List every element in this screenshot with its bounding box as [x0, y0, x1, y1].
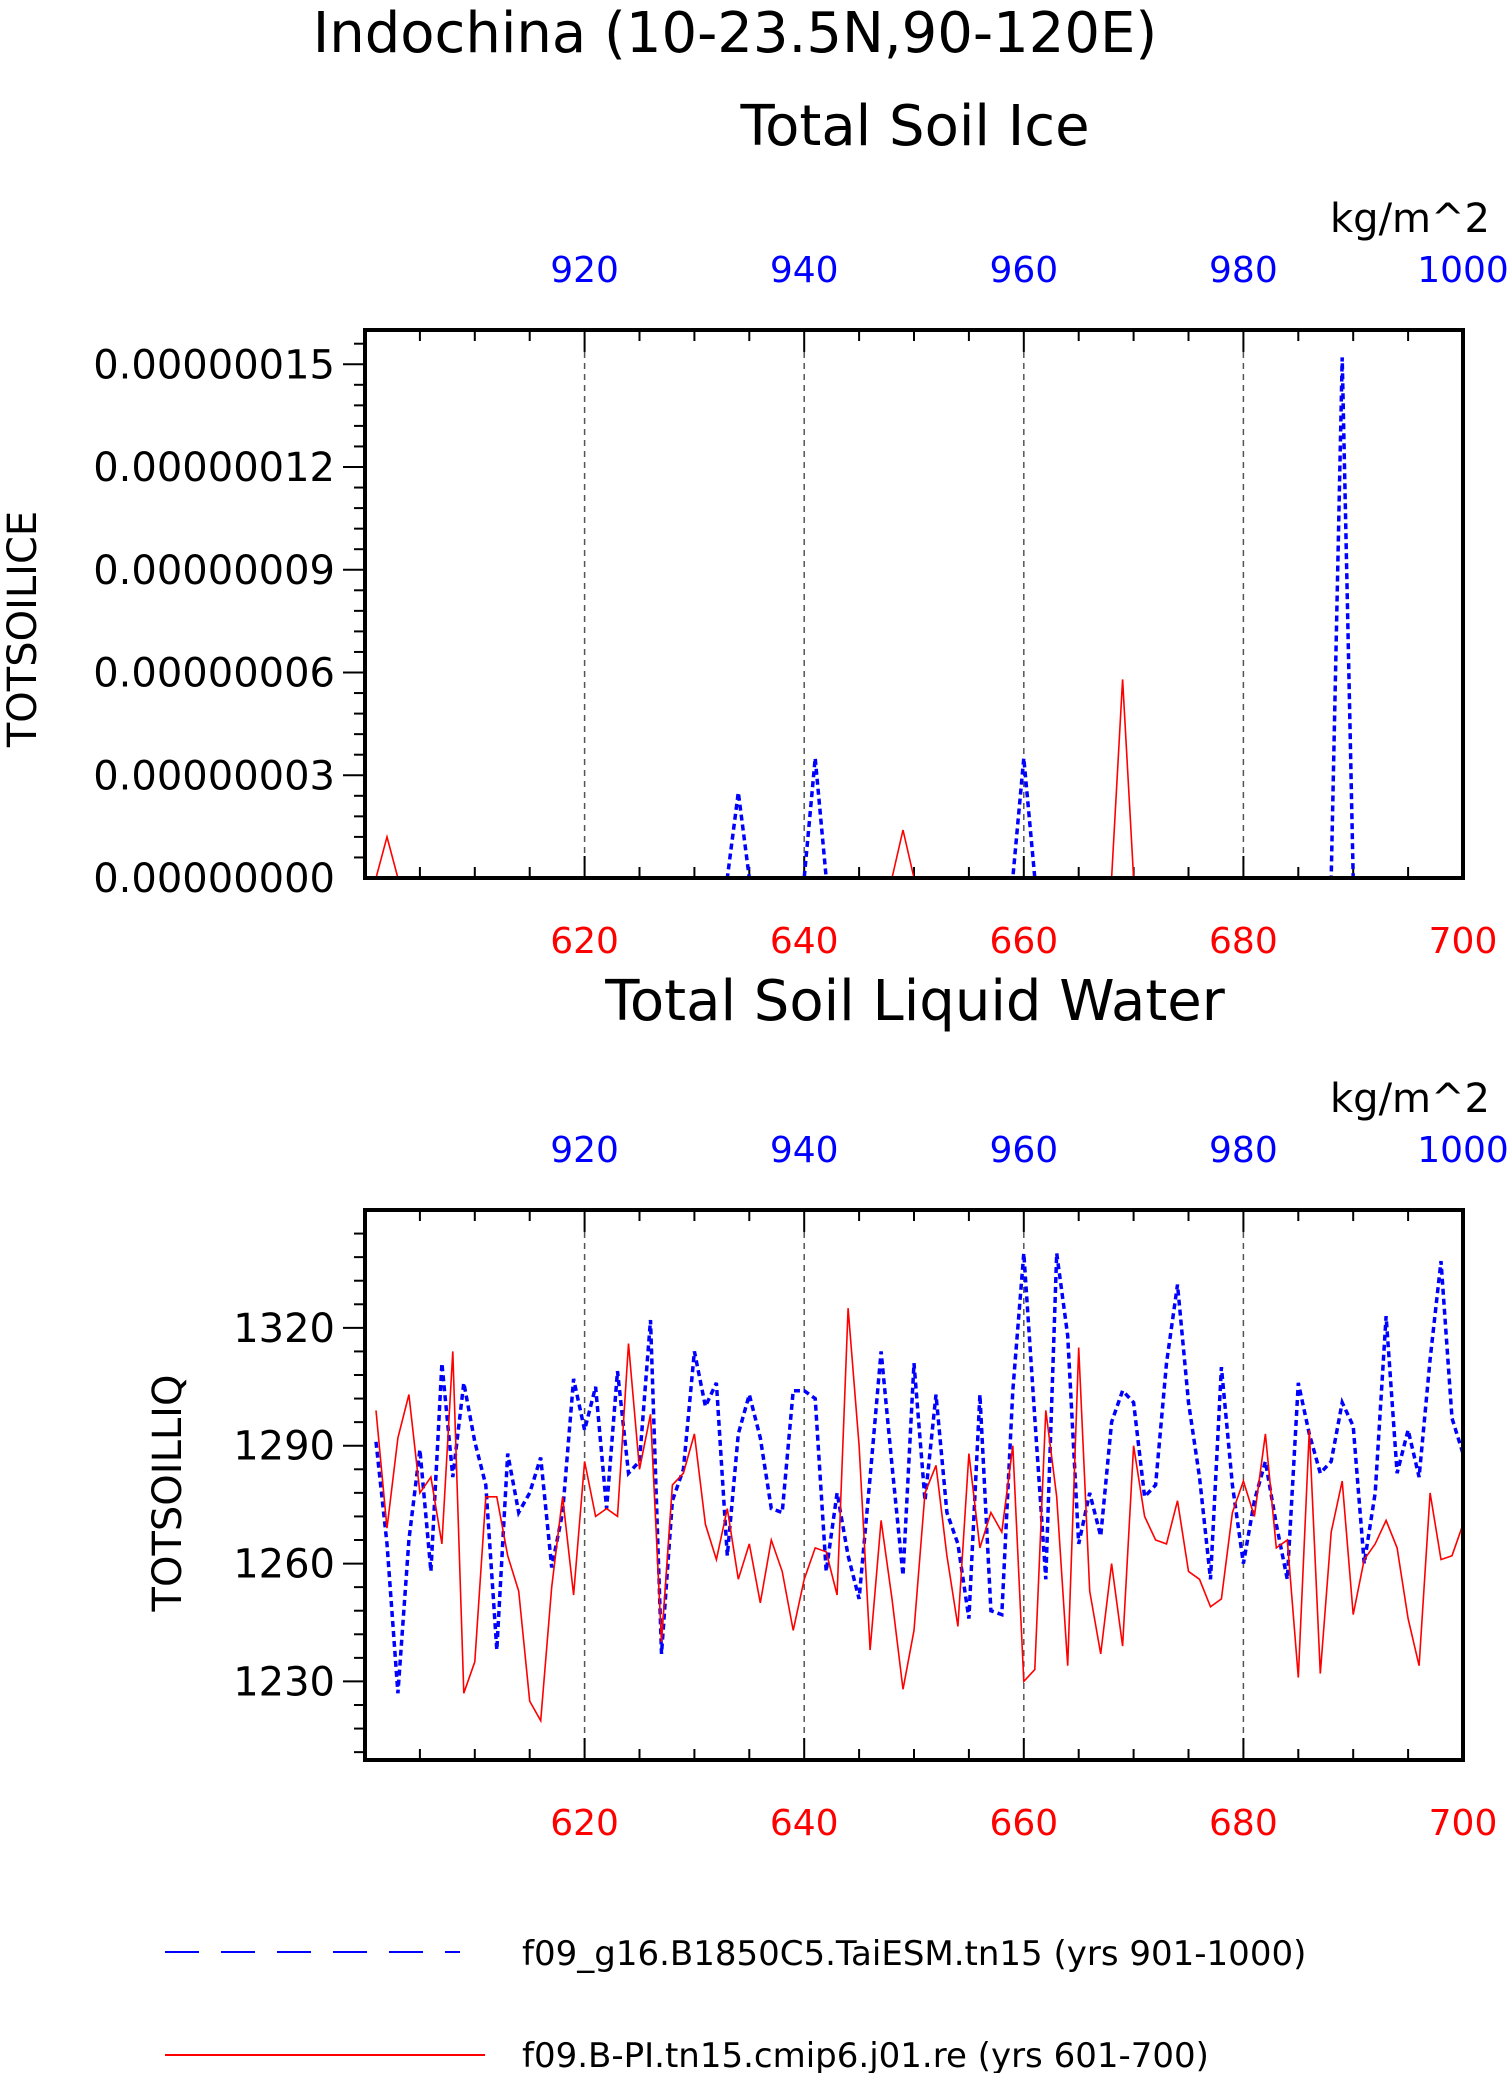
x-top-tick-label: 940 — [770, 250, 839, 291]
y-tick-label: 1320 — [233, 1306, 335, 1352]
x-bottom-tick-label: 680 — [1209, 1803, 1278, 1844]
x-bottom-tick-label: 680 — [1209, 921, 1278, 962]
soil-ice-title: Total Soil Ice — [739, 94, 1089, 159]
x-top-tick-label: 980 — [1209, 1130, 1278, 1171]
x-top-tick-label: 960 — [989, 250, 1058, 291]
series-line-blue — [376, 357, 1463, 880]
x-top-tick-label: 920 — [550, 250, 619, 291]
x-bottom-tick-label: 660 — [989, 1803, 1058, 1844]
x-bottom-tick-label: 620 — [550, 921, 619, 962]
x-bottom-tick-label: 660 — [989, 921, 1058, 962]
y-tick-label: 1290 — [233, 1424, 335, 1470]
soil-ice-panel: Total Soil Ice kg/m^2 TOTSOILICE 0.00000… — [0, 94, 1509, 962]
soil-ice-series — [375, 357, 1463, 880]
x-top-tick-label: 1000 — [1417, 1130, 1509, 1171]
x-bottom-tick-label: 640 — [770, 921, 839, 962]
y-tick-label: 0.00000003 — [93, 753, 335, 799]
soil-liquid-ticks — [343, 1210, 1410, 1760]
soil-ice-grid — [583, 330, 1245, 878]
soil-liquid-panel: Total Soil Liquid Water kg/m^2 TOTSOILLI… — [145, 969, 1509, 1844]
y-tick-label: 1230 — [233, 1659, 335, 1705]
soil-ice-ylabel: TOTSOILICE — [0, 511, 46, 748]
x-bottom-tick-label: 640 — [770, 1803, 839, 1844]
soil-ice-bottom-tick-labels: 620 640 660 680 700 — [550, 921, 1497, 962]
soil-liquid-series — [374, 1252, 1465, 1724]
figure-title: Indochina (10-23.5N,90-120E) — [313, 1, 1158, 66]
soil-liquid-plot-frame — [363, 1208, 1465, 1762]
x-top-tick-label: 920 — [550, 1130, 619, 1171]
soil-liquid-y-tick-labels: 1230 1260 1290 1320 — [233, 1306, 335, 1706]
y-tick-label: 0.00000009 — [93, 548, 335, 594]
x-top-tick-label: 940 — [770, 1130, 839, 1171]
y-tick-label: 0.00000000 — [93, 856, 335, 902]
soil-liquid-units: kg/m^2 — [1330, 1076, 1490, 1122]
soil-liquid-title: Total Soil Liquid Water — [604, 969, 1226, 1034]
soil-ice-top-tick-labels: 920 940 960 980 1000 — [550, 250, 1509, 291]
soil-liquid-grid — [583, 1210, 1245, 1760]
soil-ice-units: kg/m^2 — [1330, 196, 1490, 242]
x-bottom-tick-label: 620 — [550, 1803, 619, 1844]
y-tick-label: 0.00000012 — [93, 445, 335, 491]
x-bottom-tick-label: 700 — [1429, 921, 1498, 962]
y-tick-label: 0.00000006 — [93, 651, 335, 697]
soil-ice-y-tick-labels: 0.00000000 0.00000003 0.00000006 0.00000009… — [93, 342, 335, 902]
x-top-tick-label: 980 — [1209, 250, 1278, 291]
soil-ice-ticks — [343, 330, 1410, 878]
legend-label-blue: f09_g16.B1850C5.TaiESM.tn15 (yrs 901-100… — [522, 1934, 1306, 1974]
x-bottom-tick-label: 700 — [1429, 1803, 1498, 1844]
soil-liquid-bottom-tick-labels: 620 640 660 680 700 — [550, 1803, 1497, 1844]
soil-ice-plot-frame — [363, 328, 1465, 880]
y-tick-label: 0.00000015 — [93, 342, 335, 388]
soil-liquid-top-tick-labels: 920 940 960 980 1000 — [550, 1130, 1509, 1171]
series-line-red — [375, 1308, 1464, 1724]
legend: f09_g16.B1850C5.TaiESM.tn15 (yrs 901-100… — [165, 1934, 1306, 2073]
legend-label-red: f09.B-PI.tn15.cmip6.j01.re (yrs 601-700) — [522, 2036, 1209, 2073]
x-top-tick-label: 960 — [989, 1130, 1058, 1171]
soil-liquid-ylabel: TOTSOILLIQ — [145, 1375, 191, 1613]
series-line-red — [375, 679, 1463, 879]
y-tick-label: 1260 — [233, 1542, 335, 1588]
x-top-tick-label: 1000 — [1417, 250, 1509, 291]
